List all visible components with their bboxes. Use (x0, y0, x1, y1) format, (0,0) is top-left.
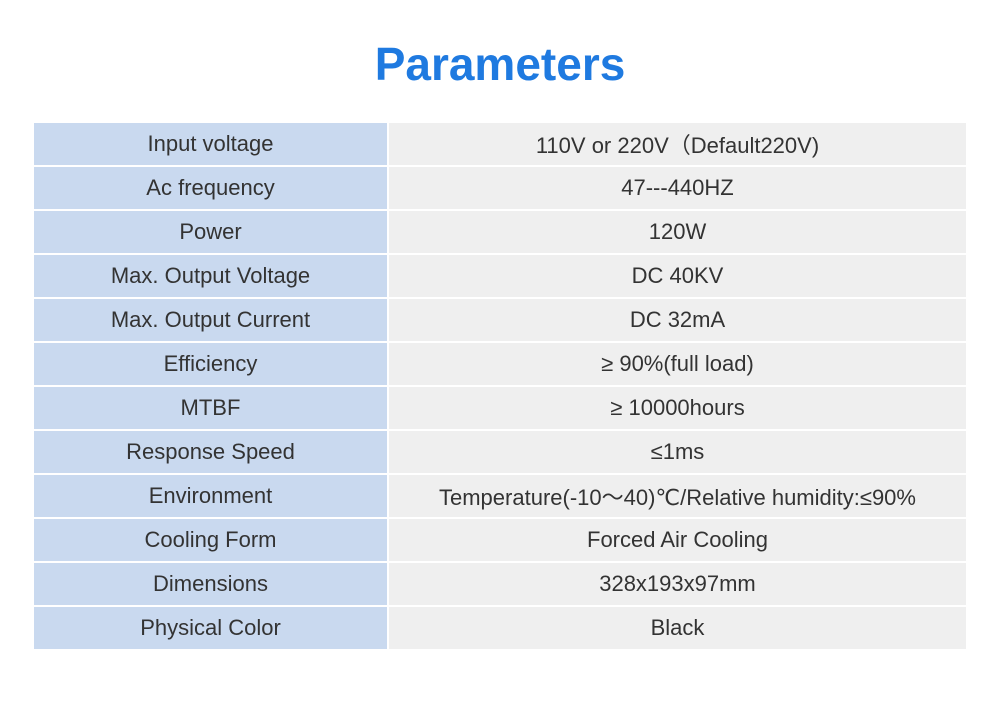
param-label: MTBF (34, 387, 387, 429)
table-row: Environment Temperature(-10～40)℃/Relativ… (34, 475, 966, 517)
param-value: 328x193x97mm (389, 563, 966, 605)
table-row: Power 120W (34, 211, 966, 253)
table-row: Max. Output Current DC 32mA (34, 299, 966, 341)
table-row: MTBF ≥ 10000hours (34, 387, 966, 429)
param-label: Physical Color (34, 607, 387, 649)
param-label: Input voltage (34, 123, 387, 165)
param-value: Black (389, 607, 966, 649)
param-label: Max. Output Voltage (34, 255, 387, 297)
table-row: Cooling Form Forced Air Cooling (34, 519, 966, 561)
param-label: Cooling Form (34, 519, 387, 561)
param-label: Environment (34, 475, 387, 517)
table-row: Response Speed ≤1ms (34, 431, 966, 473)
param-value: ≥ 90%(full load) (389, 343, 966, 385)
param-value: ≥ 10000hours (389, 387, 966, 429)
param-value: DC 32mA (389, 299, 966, 341)
table-row: Dimensions 328x193x97mm (34, 563, 966, 605)
table-row: Input voltage 110V or 220V（Default220V) (34, 123, 966, 165)
param-label: Response Speed (34, 431, 387, 473)
param-value: 110V or 220V（Default220V) (389, 123, 966, 165)
param-label: Max. Output Current (34, 299, 387, 341)
param-label: Efficiency (34, 343, 387, 385)
parameters-table: Input voltage 110V or 220V（Default220V) … (34, 123, 966, 651)
param-value: Temperature(-10～40)℃/Relative humidity:≤… (389, 475, 966, 517)
param-value: DC 40KV (389, 255, 966, 297)
param-value: ≤1ms (389, 431, 966, 473)
param-label: Power (34, 211, 387, 253)
param-value: Forced Air Cooling (389, 519, 966, 561)
param-label: Ac frequency (34, 167, 387, 209)
table-row: Physical Color Black (34, 607, 966, 649)
param-value: 120W (389, 211, 966, 253)
param-label: Dimensions (34, 563, 387, 605)
param-value: 47---440HZ (389, 167, 966, 209)
table-row: Max. Output Voltage DC 40KV (34, 255, 966, 297)
table-row: Efficiency ≥ 90%(full load) (34, 343, 966, 385)
page-title: Parameters (374, 38, 626, 90)
table-row: Ac frequency 47---440HZ (34, 167, 966, 209)
